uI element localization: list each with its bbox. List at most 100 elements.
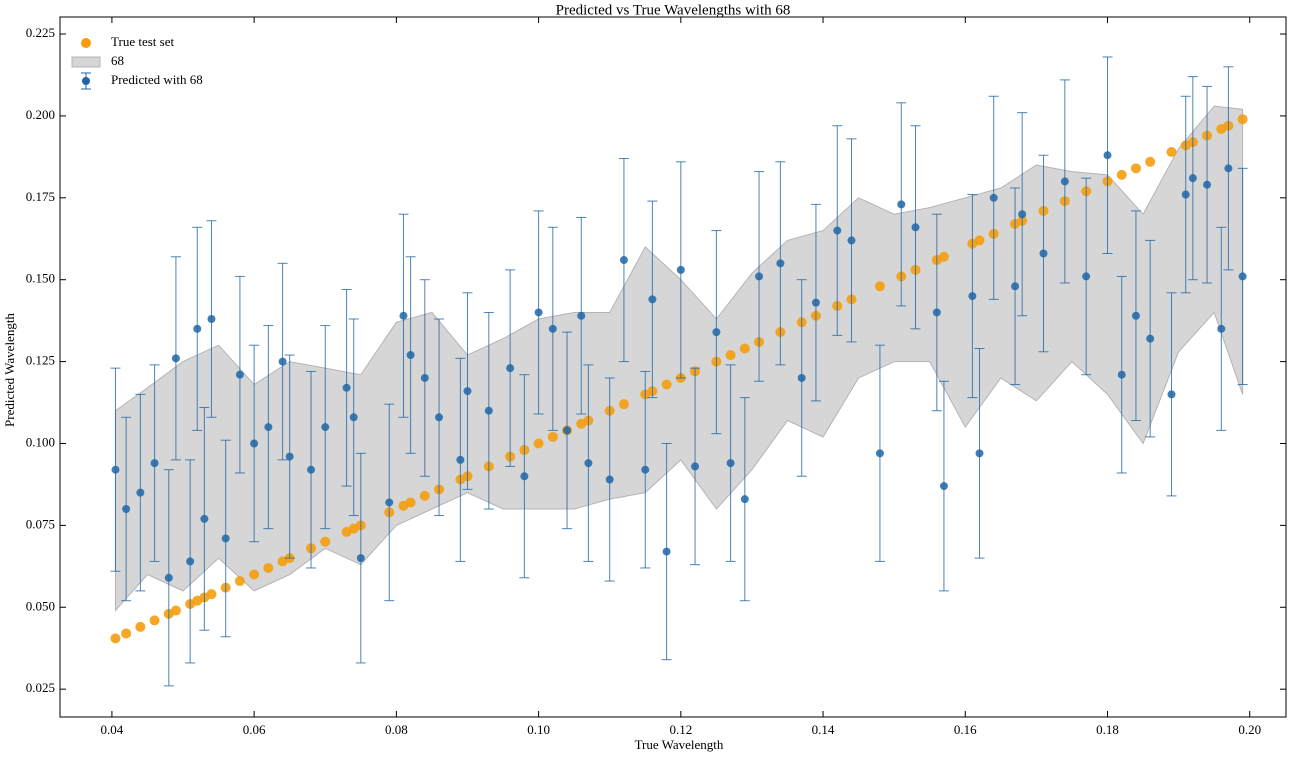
y-tick-label: 0.200 <box>26 107 55 122</box>
true-point <box>874 281 885 292</box>
y-tick-label: 0.175 <box>26 189 55 204</box>
predicted-point <box>939 482 948 491</box>
predicted-point <box>264 423 273 432</box>
predicted-point <box>150 459 159 468</box>
legend-marker <box>82 77 90 85</box>
predicted-point <box>221 534 230 543</box>
y-tick-label: 0.050 <box>26 598 55 613</box>
confidence-band <box>114 105 1244 612</box>
predicted-point <box>285 452 294 461</box>
predicted-point <box>164 573 173 582</box>
y-axis-label: Predicted Wavelength <box>2 313 17 427</box>
true-point <box>320 536 331 547</box>
y-tick-label: 0.075 <box>26 516 55 531</box>
predicted-point <box>186 557 195 566</box>
true-point <box>234 576 245 587</box>
predicted-point <box>534 308 543 317</box>
x-tick-label: 0.16 <box>954 722 977 737</box>
predicted-point <box>975 449 984 458</box>
y-tick-label: 0.125 <box>26 353 55 368</box>
predicted-point <box>1060 177 1069 186</box>
predicted-point <box>641 465 650 474</box>
predicted-point <box>1238 272 1247 281</box>
y-tick-label: 0.100 <box>26 434 55 449</box>
predicted-point <box>989 193 998 202</box>
predicted-point <box>577 311 586 320</box>
predicted-point <box>122 504 131 513</box>
predicted-point <box>520 472 529 481</box>
predicted-point <box>406 351 415 360</box>
true-point <box>170 605 181 616</box>
predicted-point <box>648 295 657 304</box>
predicted-point <box>847 236 856 245</box>
true-point <box>725 350 736 361</box>
predicted-point <box>1203 180 1212 189</box>
predicted-point <box>111 465 120 474</box>
predicted-point <box>1011 282 1020 291</box>
legend-label: 68 <box>111 53 124 68</box>
true-point <box>618 399 629 410</box>
predicted-point <box>193 324 202 333</box>
chart-title: Predicted vs True Wavelengths with 68 <box>556 2 791 18</box>
true-point <box>110 633 121 644</box>
x-tick-label: 0.12 <box>669 722 692 737</box>
predicted-point <box>584 459 593 468</box>
predicted-point <box>968 292 977 301</box>
predicted-point <box>1131 311 1140 320</box>
predicted-point <box>235 370 244 379</box>
true-point <box>1237 114 1248 125</box>
predicted-point <box>506 364 515 373</box>
true-point <box>419 490 430 501</box>
predicted-point <box>307 465 316 474</box>
predicted-point <box>1188 174 1197 183</box>
true-point <box>135 621 146 632</box>
true-point <box>263 562 274 573</box>
predicted-point <box>776 259 785 268</box>
y-tick-label: 0.025 <box>26 680 55 695</box>
legend-marker <box>81 38 91 48</box>
predicted-point <box>875 449 884 458</box>
predicted-point <box>932 308 941 317</box>
true-point <box>1166 146 1177 157</box>
true-point <box>249 569 260 580</box>
predicted-point <box>420 373 429 382</box>
predicted-point <box>755 272 764 281</box>
x-tick-label: 0.06 <box>243 722 266 737</box>
x-tick-label: 0.08 <box>385 722 408 737</box>
true-point <box>974 235 985 246</box>
predicted-point <box>1018 210 1027 219</box>
true-point <box>938 251 949 262</box>
x-tick-label: 0.10 <box>527 722 550 737</box>
true-point <box>547 431 558 442</box>
predicted-point <box>385 498 394 507</box>
predicted-point <box>463 387 472 396</box>
true-point <box>1145 156 1156 167</box>
true-point <box>149 615 160 626</box>
legend-label: Predicted with 68 <box>111 72 203 87</box>
predicted-point <box>1082 272 1091 281</box>
true-point <box>206 589 217 600</box>
legend-marker <box>71 56 101 68</box>
predicted-point <box>171 354 180 363</box>
true-point <box>533 438 544 449</box>
true-point <box>661 379 672 390</box>
true-point <box>1116 169 1127 180</box>
x-axis-label: True Wavelength <box>635 737 724 752</box>
predicted-point <box>1167 390 1176 399</box>
predicted-point <box>712 328 721 337</box>
plot-frame <box>59 16 1287 718</box>
predicted-point <box>456 455 465 464</box>
predicted-point <box>662 547 671 556</box>
predicted-point <box>207 315 216 324</box>
x-tick-label: 0.04 <box>101 722 124 737</box>
predicted-point <box>484 406 493 415</box>
predicted-point <box>605 475 614 484</box>
predicted-point <box>911 223 920 232</box>
predicted-point <box>563 426 572 435</box>
x-tick-label: 0.18 <box>1096 722 1119 737</box>
predicted-point <box>321 423 330 432</box>
predicted-point <box>1181 190 1190 199</box>
predicted-point <box>435 413 444 422</box>
